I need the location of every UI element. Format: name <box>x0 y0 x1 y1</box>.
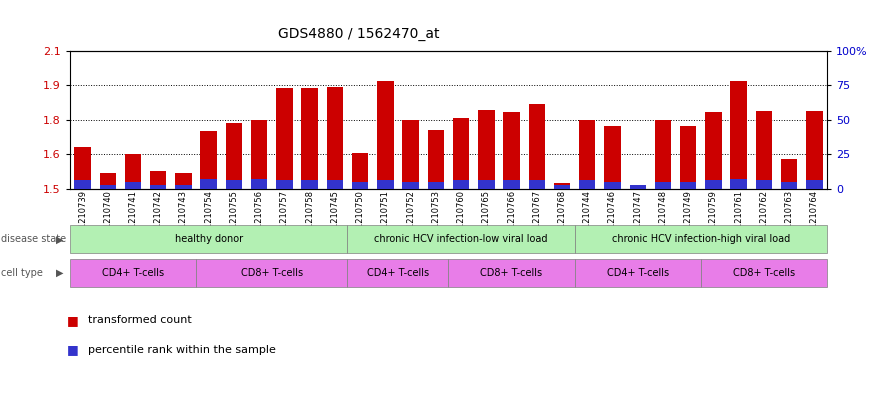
Text: CD4+ T-cells: CD4+ T-cells <box>102 268 164 278</box>
Bar <box>529 104 545 189</box>
Bar <box>806 111 823 189</box>
Bar <box>226 123 242 189</box>
Text: chronic HCV infection-low viral load: chronic HCV infection-low viral load <box>375 234 547 244</box>
Bar <box>74 180 90 189</box>
Text: GDS4880 / 1562470_at: GDS4880 / 1562470_at <box>278 27 439 41</box>
Bar <box>226 180 242 189</box>
Bar <box>176 185 192 189</box>
Bar <box>452 118 470 189</box>
Text: chronic HCV infection-high viral load: chronic HCV infection-high viral load <box>612 234 790 244</box>
Bar <box>705 112 721 189</box>
Bar <box>352 182 368 189</box>
Text: CD8+ T-cells: CD8+ T-cells <box>241 268 303 278</box>
Bar <box>478 180 495 189</box>
Bar <box>504 180 520 189</box>
Text: ▶: ▶ <box>56 268 64 278</box>
Bar <box>730 81 747 189</box>
Bar <box>630 185 646 189</box>
Bar <box>655 182 671 189</box>
Bar <box>150 171 167 189</box>
Bar <box>781 159 797 189</box>
Bar <box>125 182 142 189</box>
Bar <box>251 120 267 189</box>
Text: CD4+ T-cells: CD4+ T-cells <box>366 268 429 278</box>
Bar <box>377 81 393 189</box>
Text: transformed count: transformed count <box>88 315 192 325</box>
Bar <box>604 126 621 189</box>
Bar <box>452 180 470 189</box>
Text: CD8+ T-cells: CD8+ T-cells <box>733 268 795 278</box>
Text: ■: ■ <box>67 314 79 327</box>
Bar <box>680 182 696 189</box>
Bar <box>150 185 167 189</box>
Text: healthy donor: healthy donor <box>175 234 243 244</box>
Bar <box>402 182 418 189</box>
Bar <box>251 179 267 189</box>
Bar <box>377 180 393 189</box>
Bar <box>427 182 444 189</box>
Bar <box>327 86 343 189</box>
Bar <box>630 185 646 189</box>
Bar <box>301 180 318 189</box>
Bar <box>352 153 368 189</box>
Bar <box>276 88 293 189</box>
Bar <box>705 180 721 189</box>
Bar <box>201 179 217 189</box>
Bar <box>402 120 418 189</box>
Bar <box>554 185 570 189</box>
Bar <box>99 173 116 189</box>
Text: ▶: ▶ <box>56 234 64 244</box>
Bar <box>680 126 696 189</box>
Text: cell type: cell type <box>1 268 43 278</box>
Bar <box>554 183 570 189</box>
Bar <box>201 131 217 189</box>
Bar <box>99 185 116 189</box>
Bar <box>655 120 671 189</box>
Bar <box>176 173 192 189</box>
Text: CD4+ T-cells: CD4+ T-cells <box>607 268 668 278</box>
Bar <box>276 180 293 189</box>
Bar <box>579 120 596 189</box>
Bar <box>427 130 444 189</box>
Bar <box>529 180 545 189</box>
Bar <box>478 110 495 189</box>
Bar <box>301 88 318 189</box>
Bar <box>730 179 747 189</box>
Text: disease state: disease state <box>1 234 66 244</box>
Bar <box>806 180 823 189</box>
Bar <box>604 182 621 189</box>
Bar <box>579 180 596 189</box>
Text: percentile rank within the sample: percentile rank within the sample <box>88 345 276 355</box>
Bar <box>781 182 797 189</box>
Bar <box>755 111 772 189</box>
Text: ■: ■ <box>67 343 79 356</box>
Bar <box>504 112 520 189</box>
Bar <box>74 147 90 189</box>
Bar <box>327 180 343 189</box>
Bar <box>755 180 772 189</box>
Bar <box>125 154 142 189</box>
Text: CD8+ T-cells: CD8+ T-cells <box>480 268 543 278</box>
